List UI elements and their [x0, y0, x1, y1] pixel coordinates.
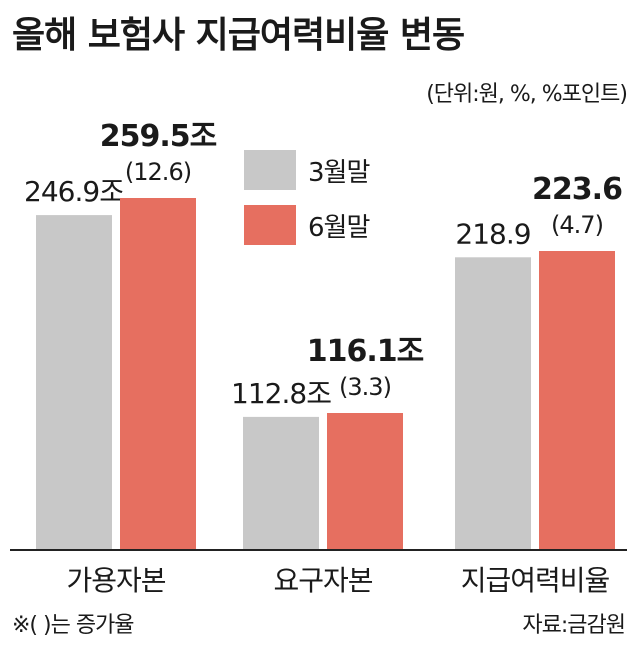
value-label-june-0: 259.5조 [100, 119, 217, 154]
legend-item-june: 6월말 [244, 205, 370, 245]
value-label-june-2: 223.6 [532, 172, 622, 207]
value-label-june-1: 116.1조 [307, 334, 424, 369]
legend-label-march: 3월말 [308, 157, 370, 188]
category-label-0: 가용자본 [66, 564, 165, 597]
change-label-1: (3.3) [339, 373, 391, 401]
bar-june-2 [539, 251, 615, 550]
legend-label-june: 6월말 [308, 212, 370, 243]
bar-june-1 [327, 413, 403, 550]
bar-march-0 [36, 215, 112, 551]
bar-march-1 [243, 416, 319, 550]
change-label-2: (4.7) [551, 211, 603, 239]
value-label-march-2: 218.9 [455, 217, 530, 250]
legend-item-march: 3월말 [244, 150, 370, 190]
bar-march-2 [455, 257, 531, 550]
category-label-2: 지급여력비율 [461, 564, 610, 597]
bar-june-0 [120, 198, 196, 550]
unit-note: (단위:원, %, %포인트) [426, 82, 628, 107]
chart-title: 올해 보험사 지급여력비율 변동 [12, 15, 465, 56]
change-label-0: (12.6) [125, 158, 191, 186]
footnote: ※( )는 증가율 [12, 613, 135, 638]
source-note: 자료:금감원 [522, 613, 626, 638]
value-label-march-1: 112.8조 [231, 377, 331, 410]
category-label-1: 요구자본 [273, 564, 372, 597]
legend-swatch-march [244, 150, 296, 190]
legend-swatch-june [244, 205, 296, 245]
value-label-march-0: 246.9조 [24, 175, 124, 208]
